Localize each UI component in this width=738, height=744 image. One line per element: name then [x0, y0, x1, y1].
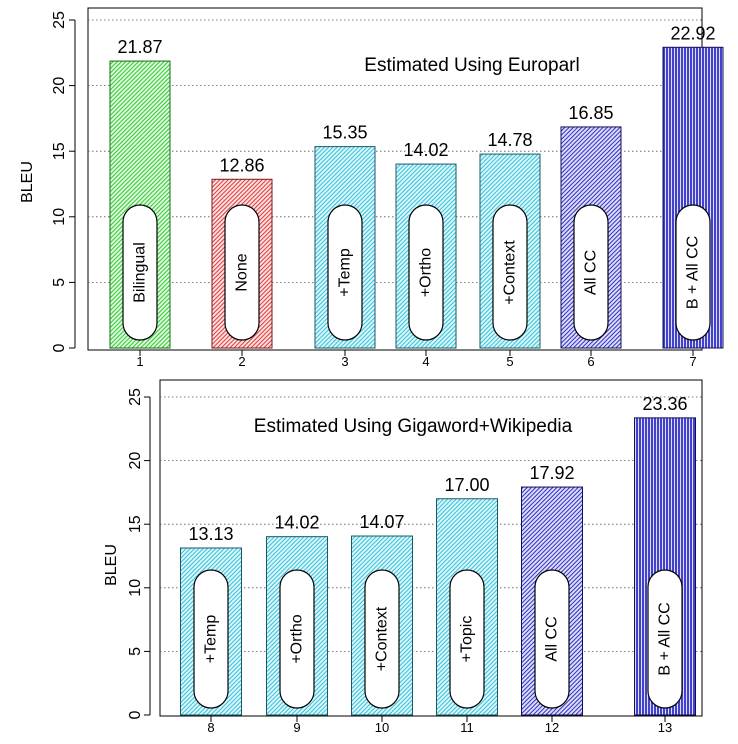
x-tick-label: 5 [506, 354, 513, 369]
chart-title: Estimated Using Europarl [364, 55, 579, 76]
x-tick-label: 11 [460, 720, 474, 735]
x-axis: 8 9 10 11 12 13 [160, 715, 702, 735]
bar-label-pill [122, 204, 158, 341]
bar-label: Bilingual [132, 242, 149, 302]
bar-label-pill [364, 569, 400, 709]
bar-label-pill [408, 204, 444, 341]
bar-label: +Topic [459, 616, 476, 663]
bar-label: All CC [544, 616, 561, 661]
y-axis: 0 5 10 15 20 25 [51, 11, 76, 352]
x-tick-label: 12 [545, 720, 559, 735]
y-axis-label: BLEU [19, 161, 36, 203]
bar-value-label: 17.92 [529, 463, 574, 483]
x-axis: 1 2 3 4 5 6 7 [88, 349, 702, 369]
y-tick-label: 15 [51, 142, 68, 160]
bar-label: +Temp [203, 615, 220, 664]
bar-value-label: 14.78 [487, 130, 532, 150]
y-tick-label: 0 [127, 710, 144, 719]
x-tick-label: 6 [587, 354, 594, 369]
y-tick-label: 25 [127, 388, 144, 406]
x-tick-label: 4 [422, 354, 429, 369]
y-tick-label: 5 [127, 647, 144, 656]
x-tick-label: 2 [238, 354, 245, 369]
bar-label: +Ortho [418, 248, 435, 297]
bar-value-label: 16.85 [568, 103, 613, 123]
bar-label-pill [449, 569, 485, 709]
bars: 13.13 +Temp 14.02 +Ortho 14.07 +Context 17.00 +… [180, 394, 696, 716]
bar-label-pill [675, 204, 711, 341]
bar-label: All CC [583, 250, 600, 295]
bar-label-pill [327, 204, 363, 341]
bar-label: B + All CC [685, 236, 702, 309]
bar-value-label: 14.02 [274, 513, 319, 533]
bar-label: B + All CC [657, 602, 674, 675]
x-tick-label: 7 [689, 354, 696, 369]
bar-label: +Context [502, 240, 519, 305]
x-tick-label: 10 [375, 720, 389, 735]
bar-label: +Temp [337, 248, 354, 297]
y-tick-label: 10 [51, 208, 68, 226]
bar-label-pill [193, 569, 229, 709]
x-tick-label: 9 [293, 720, 300, 735]
y-axis-label: BLEU [103, 544, 120, 586]
y-tick-label: 25 [51, 11, 68, 29]
bar-label: +Ortho [289, 614, 306, 663]
bar-label-pill [573, 204, 609, 341]
x-tick-label: 1 [136, 354, 143, 369]
bar-value-label: 14.02 [403, 140, 448, 160]
y-tick-label: 0 [51, 343, 68, 352]
x-tick-label: 3 [341, 354, 348, 369]
y-tick-label: 15 [127, 515, 144, 533]
y-tick-label: 5 [51, 278, 68, 287]
bar-label-pill [279, 569, 315, 709]
bar-label: None [234, 253, 251, 291]
bar-value-label: 23.36 [642, 394, 687, 414]
bar-value-label: 21.87 [117, 37, 162, 57]
y-tick-label: 10 [127, 579, 144, 597]
chart-title: Estimated Using Gigaword+Wikipedia [254, 416, 573, 437]
y-tick-label: 20 [51, 77, 68, 95]
bar-label: +Context [374, 606, 391, 671]
y-axis: 0 5 10 15 20 25 [127, 388, 151, 719]
bars: 21.87 Bilingual 12.86 None 15.35 +Temp 14.02 +O… [109, 23, 724, 349]
x-tick-label: 8 [207, 720, 214, 735]
bar-value-label: 17.00 [444, 475, 489, 495]
bar-value-label: 22.92 [670, 23, 715, 43]
y-tick-label: 20 [127, 452, 144, 470]
bar-value-label: 15.35 [322, 123, 367, 143]
chart-panel-gigaword-wikipedia: 13.13 +Temp 14.02 +Ortho 14.07 +Context 17.00 +… [103, 379, 703, 735]
bar-label-pill [647, 569, 683, 709]
bar-label-pill [224, 204, 260, 341]
bar-label-pill [492, 204, 528, 341]
bar-value-label: 14.07 [359, 512, 404, 532]
bar-label-pill [534, 569, 570, 709]
bar-value-label: 12.86 [219, 155, 264, 175]
x-tick-label: 13 [658, 720, 672, 735]
bar-value-label: 13.13 [188, 524, 233, 544]
chart-panel-europarl: 21.87 Bilingual 12.86 None 15.35 +Temp 14.02 +O… [19, 7, 724, 369]
